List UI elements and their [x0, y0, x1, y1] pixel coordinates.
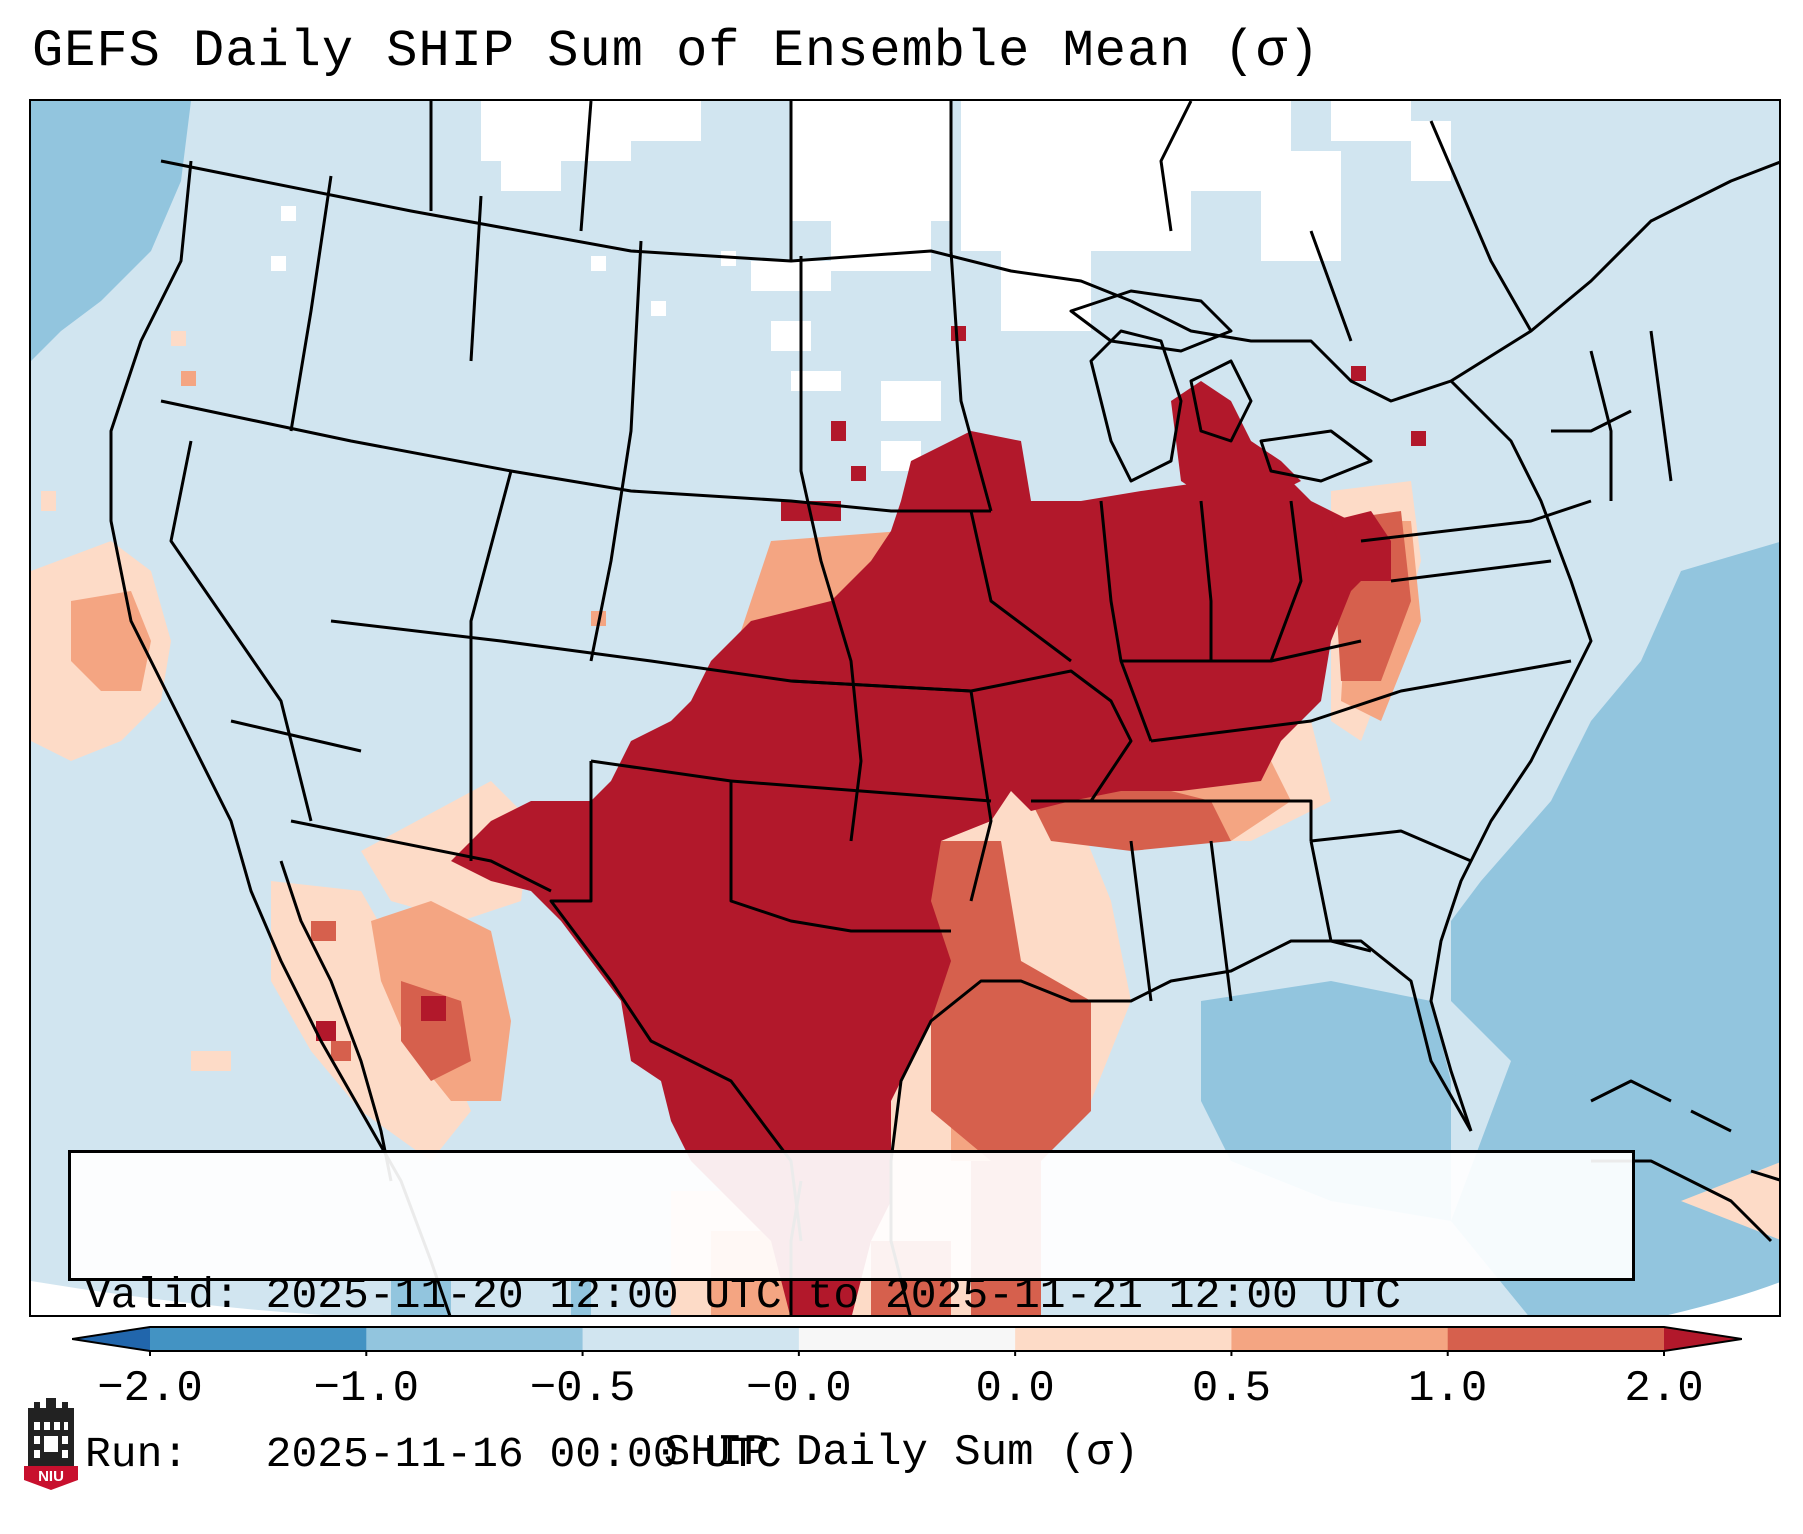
- projection-edge: [31, 1281, 324, 1315]
- run-line: Run: 2025-11-16 00:00 UTC: [85, 1428, 1618, 1481]
- niu-logo-icon: NIU: [24, 1398, 78, 1490]
- near-zero-patches: [271, 101, 1451, 471]
- colorbar-tick-label: −1.0: [313, 1364, 420, 1414]
- high-anomaly-spot-6: [1411, 431, 1426, 446]
- logo-text: NIU: [38, 1468, 64, 1485]
- valid-line: Valid: 2025-11-20 12:00 UTC to 2025-11-2…: [85, 1269, 1618, 1322]
- colorbar-tick-label: −2.0: [97, 1364, 203, 1414]
- valid-value: 2025-11-20 12:00 UTC to 2025-11-21 12:00…: [265, 1271, 1402, 1320]
- colorbar-bin: [1231, 1327, 1449, 1351]
- map-panel: [29, 99, 1781, 1317]
- run-value: 2025-11-16 00:00 UTC: [265, 1430, 782, 1479]
- colorbar-bin: [1447, 1327, 1665, 1351]
- ship-anomaly-map: [31, 101, 1779, 1315]
- high-anomaly-spot-3: [851, 466, 866, 481]
- high-anomaly-ne: [1331, 511, 1391, 581]
- colorbar-bin: [366, 1327, 584, 1351]
- atlantic-ocean-anomaly: [1451, 542, 1779, 1191]
- colorbar-tick-label: 1.0: [1408, 1364, 1488, 1414]
- high-anomaly-spot-5: [1351, 366, 1366, 381]
- pacific-nw-anomaly: [31, 101, 191, 361]
- political-borders: [109, 101, 1779, 1315]
- colorbar-bin: [582, 1327, 800, 1351]
- colorbar-outline: [72, 1326, 1742, 1352]
- high-anomaly-spot-2: [951, 326, 966, 341]
- map-title: GEFS Daily SHIP Sum of Ensemble Mean (σ): [32, 22, 1321, 81]
- colorbar-tick-label: −0.5: [529, 1364, 636, 1414]
- high-anomaly-spot-7: [316, 1021, 336, 1041]
- colorbar-tick-label: 0.0: [975, 1364, 1055, 1414]
- colorbar-bin: [1015, 1327, 1232, 1351]
- pacific-lower-anomaly: [391, 1281, 451, 1315]
- high-anomaly-ohio: [1171, 381, 1301, 501]
- high-positive-anomaly: [451, 431, 1371, 1315]
- colorbar-tick-label: 0.5: [1191, 1364, 1272, 1414]
- colorbar-bins: [72, 1327, 1742, 1351]
- colorbar-bin: [798, 1327, 1016, 1351]
- colorbar-label: SHIP Daily Sum (σ): [663, 1428, 1140, 1478]
- colorbar-tick-label: 2.0: [1624, 1364, 1704, 1414]
- colorbar-tick-label: −0.0: [746, 1364, 852, 1414]
- colorbar-extend-low: [72, 1327, 150, 1351]
- projection-edge-right: [1668, 1282, 1779, 1315]
- high-anomaly-spot-1: [831, 421, 846, 441]
- colorbar-extend-high: [1664, 1327, 1742, 1351]
- colorbar-ticks: [149, 1351, 1665, 1356]
- valid-label: Valid:: [85, 1271, 240, 1320]
- colorbar-bin: [150, 1327, 367, 1351]
- hudson-anomaly: [571, 1281, 591, 1315]
- colorbar: [72, 1326, 1742, 1356]
- valid-run-info-box: Valid: 2025-11-20 12:00 UTC to 2025-11-2…: [68, 1150, 1635, 1479]
- high-anomaly-spot-8: [421, 996, 446, 1021]
- run-label: Run:: [85, 1430, 189, 1479]
